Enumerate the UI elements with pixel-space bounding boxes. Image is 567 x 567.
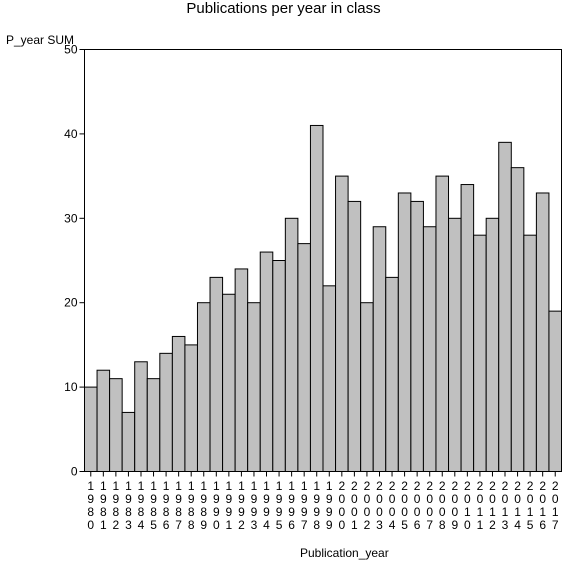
bar-1980 [84, 386, 98, 473]
bar-1999 [322, 285, 337, 472]
y-tick-label: 50 [64, 43, 78, 57]
plot-frame [84, 49, 562, 472]
y-axis-label: P_year SUM [6, 33, 75, 47]
bar-2016 [535, 192, 550, 472]
bar-1995 [272, 260, 286, 472]
bar-2005 [397, 192, 412, 472]
y-tick-label: 30 [64, 211, 78, 225]
bar-2001 [347, 200, 362, 472]
bar-1998 [309, 124, 324, 473]
bar-1983 [121, 411, 136, 473]
bar-2014 [510, 167, 525, 472]
bar-1984 [134, 361, 148, 472]
bar-1986 [159, 352, 173, 472]
bar-1981 [96, 369, 111, 472]
bar-2002 [360, 302, 374, 473]
chart-title: Publications per year in class [186, 0, 381, 17]
bar-2011 [473, 234, 487, 472]
bar-1992 [234, 268, 249, 472]
bar-1987 [171, 335, 186, 472]
bar-2003 [372, 226, 387, 472]
bar-1997 [297, 243, 311, 472]
bar-2000 [335, 175, 349, 472]
bar-2008 [435, 175, 450, 472]
bar-2007 [422, 226, 437, 472]
bar-2004 [385, 276, 399, 472]
bar-1991 [222, 293, 236, 473]
bar-2009 [448, 217, 462, 472]
bar-1982 [109, 378, 123, 472]
y-tick-label: 0 [71, 465, 78, 479]
bar-2012 [485, 217, 500, 472]
bar-2013 [498, 141, 512, 472]
bar-1985 [146, 378, 161, 472]
bar-1994 [259, 251, 274, 472]
y-tick-label: 10 [64, 380, 78, 394]
axes: 0 10 20 30 40 50 1 9 8 0 1 9 8 1 1 9 8 2 1 9 8 3 1 9 8 4 1 9 8 5 1 9 8 6 1… [64, 43, 562, 532]
bar-1990 [209, 276, 224, 472]
y-tick-label: 40 [64, 127, 78, 141]
bar-1988 [184, 344, 198, 472]
bar-1989 [196, 302, 211, 473]
x-axis-label: Publication_year [300, 546, 389, 560]
bar-1993 [247, 302, 261, 473]
bar-2015 [523, 234, 537, 472]
bar-2017 [548, 310, 563, 473]
bar-2006 [410, 200, 424, 472]
bars [84, 124, 563, 473]
bar-2010 [460, 184, 475, 472]
bar-1996 [284, 217, 299, 472]
y-tick-label: 20 [64, 296, 78, 310]
